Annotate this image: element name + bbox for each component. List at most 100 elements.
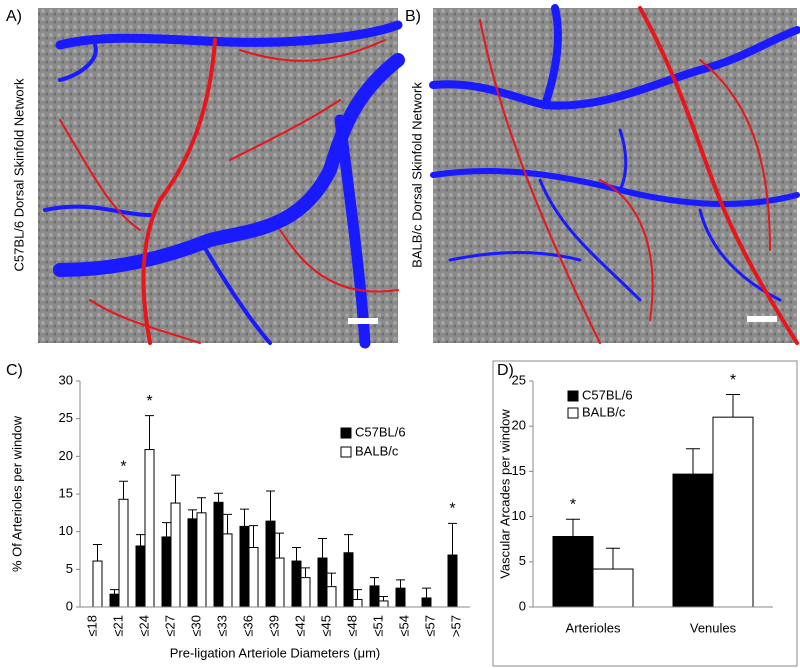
error-bar [249,525,258,548]
bar [300,577,311,608]
bar [135,545,146,608]
y-tick-label: 0 [66,598,73,613]
y-axis-label: Vascular Arcades per window [497,409,512,579]
x-tick-label: ≤18 [84,615,99,637]
bar [326,586,337,608]
image-caption: BALB/c Dorsal Skinfold Network [409,82,424,268]
bar [248,546,259,608]
error-bar [136,534,145,546]
y-tick-label: 20 [512,418,526,433]
y-tick-label: 5 [66,561,73,576]
x-tick-label: ≤51 [370,615,385,637]
error-bar [162,522,171,537]
error-bar [448,522,457,556]
bar [352,598,363,608]
image-caption: C57BL/6 Dorsal Skinfold Network [11,78,26,271]
micrograph-b [429,4,800,345]
legend-swatch [340,427,352,439]
x-tick-label: ≤33 [214,615,229,637]
legend-swatch [340,446,352,458]
error-bar [188,509,197,519]
x-tick-label: ≤21 [110,615,125,637]
annotation: * [730,372,736,389]
error-bar [396,579,405,589]
annotation: * [120,458,126,475]
error-bar [292,546,301,562]
y-tick-label: 15 [512,463,526,478]
bar [274,557,285,608]
x-tick-label: ≤45 [318,615,333,637]
bar [213,501,224,608]
bar [187,518,198,608]
y-tick-label: 20 [59,448,73,463]
error-bar [370,577,379,586]
error-bar [327,572,336,587]
y-tick-label: 30 [59,372,73,387]
bar [369,585,380,608]
error-bar [110,589,119,595]
bar [552,535,594,608]
error-bar [686,448,700,475]
y-tick-label: 25 [512,372,526,387]
panel-label: A) [6,8,22,25]
bar [447,554,458,608]
bar [343,552,354,608]
x-tick-label: ≤42 [292,615,307,637]
bar [109,593,120,608]
annotation: * [570,497,576,514]
error-bar [566,518,580,537]
bar [592,568,634,608]
panel-label: C) [6,362,23,379]
bar [378,600,389,608]
error-bar [344,534,353,553]
x-tick-label: Venules [690,620,737,635]
y-tick-label: 15 [59,485,73,500]
bar [92,560,103,608]
error-bar [214,492,223,503]
bar [118,498,129,608]
y-tick-label: 10 [512,508,526,523]
error-bar [119,480,128,500]
error-bar [379,595,388,601]
error-bar [240,508,249,527]
panel-label: D) [497,362,514,379]
error-bar [726,394,740,418]
error-bar [318,537,327,559]
x-tick-label: ≤54 [396,615,411,637]
error-bar [171,474,180,504]
x-tick-label: ≤48 [344,615,359,637]
legend-label: C57BL/6 [355,424,406,439]
bar [395,587,406,608]
error-bar [275,532,284,559]
micrograph-a [38,8,405,349]
y-tick-label: 25 [59,410,73,425]
bar [317,557,328,608]
x-tick-label: Arterioles [566,620,621,635]
error-bar [197,497,206,513]
y-axis-label: % Of Arterioles per window [9,415,24,572]
x-tick-label: ≤24 [136,615,151,637]
bar [265,520,276,608]
x-tick-label: ≤57 [422,615,437,637]
annotation: * [146,393,152,410]
error-bar [606,547,620,570]
error-bar [266,490,275,522]
x-axis-label: Pre-ligation Arteriole Diameters (μm) [170,645,381,660]
y-tick-label: 0 [519,598,526,613]
error-bar [93,543,102,562]
legend-swatch [567,407,579,419]
y-tick-label: 5 [519,553,526,568]
bar [222,533,233,608]
legend-label: BALB/c [582,404,626,419]
x-tick-label: ≤30 [188,615,203,637]
error-bar [301,567,310,578]
bar [672,473,714,608]
legend-label: C57BL/6 [582,387,633,402]
x-tick-label: ≤39 [266,615,281,637]
bar [196,512,207,608]
x-tick-label: >57 [448,615,463,637]
panel-label: B) [405,8,421,25]
bar [291,560,302,608]
legend-swatch [567,390,579,402]
